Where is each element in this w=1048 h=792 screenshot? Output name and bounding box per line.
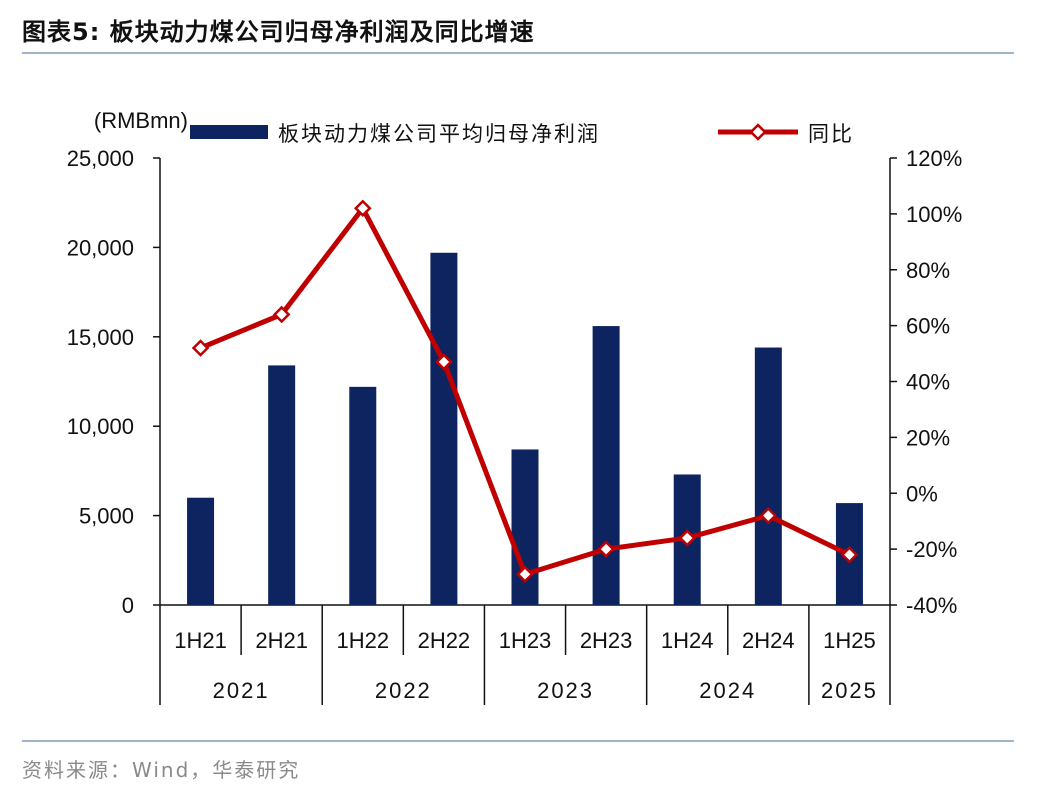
footer-divider xyxy=(22,740,1014,742)
year-label: 2021 xyxy=(213,678,270,703)
yoy-point xyxy=(678,529,696,547)
legend-bar-swatch xyxy=(190,125,268,139)
title-divider xyxy=(22,52,1014,54)
yoy-point xyxy=(191,339,210,357)
right-tick-label: 60% xyxy=(906,314,950,339)
bar xyxy=(187,497,215,605)
category-label: 1H21 xyxy=(174,628,227,653)
left-tick-label: 25,000 xyxy=(67,146,134,171)
year-label: 2023 xyxy=(537,678,594,703)
legend-line-marker xyxy=(749,123,767,141)
source-note: 资料来源：Wind，华泰研究 xyxy=(22,758,301,782)
bar xyxy=(592,326,620,605)
legend: 板块动力煤公司平均归母净利润 同比 xyxy=(190,123,854,146)
legend-line-label: 同比 xyxy=(808,123,854,146)
category-label: 2H23 xyxy=(580,628,633,653)
category-label: 1H25 xyxy=(823,628,876,653)
left-tick-label: 20,000 xyxy=(67,235,134,260)
category-label: 1H22 xyxy=(336,628,389,653)
right-tick-label: 120% xyxy=(906,146,962,171)
category-label: 1H23 xyxy=(499,628,552,653)
yoy-point xyxy=(759,506,778,525)
category-label: 1H24 xyxy=(661,628,714,653)
yoy-point xyxy=(272,305,291,324)
bar xyxy=(349,386,377,605)
year-label: 2022 xyxy=(375,678,432,703)
bar xyxy=(754,347,782,605)
yoy-point xyxy=(516,565,534,584)
right-tick-label: 40% xyxy=(906,370,950,395)
left-tick-label: 5,000 xyxy=(79,504,134,529)
yoy-point xyxy=(840,545,859,564)
left-axis-unit: (RMBmn) xyxy=(94,108,188,133)
right-tick-label: 20% xyxy=(906,425,950,450)
left-tick-label: 15,000 xyxy=(67,325,134,350)
legend-bar-label: 板块动力煤公司平均归母净利润 xyxy=(278,123,600,146)
line-series xyxy=(191,199,859,584)
year-label: 2024 xyxy=(699,678,756,703)
right-tick-label: -40% xyxy=(906,593,957,618)
left-tick-label: 10,000 xyxy=(67,414,134,439)
left-tick-label: 0 xyxy=(122,593,134,618)
right-tick-label: 0% xyxy=(906,481,938,506)
category-label: 2H22 xyxy=(418,628,471,653)
bar-series xyxy=(187,252,863,605)
bar xyxy=(430,252,458,605)
right-tick-label: 100% xyxy=(906,202,962,227)
right-tick-label: 80% xyxy=(906,258,950,283)
category-label: 2H21 xyxy=(255,628,308,653)
yoy-point xyxy=(435,353,453,371)
yoy-point xyxy=(354,199,372,218)
yoy-point xyxy=(597,540,615,558)
bar xyxy=(268,365,296,605)
chart-title: 图表5: 板块动力煤公司归母净利润及同比增速 xyxy=(22,18,535,46)
axes: 0 5,000 10,000 15,000 20,000 25,000 -40% -20% 0%… xyxy=(67,146,962,705)
right-tick-label: -20% xyxy=(906,537,957,562)
year-label: 2025 xyxy=(821,678,878,703)
category-label: 2H24 xyxy=(742,628,795,653)
